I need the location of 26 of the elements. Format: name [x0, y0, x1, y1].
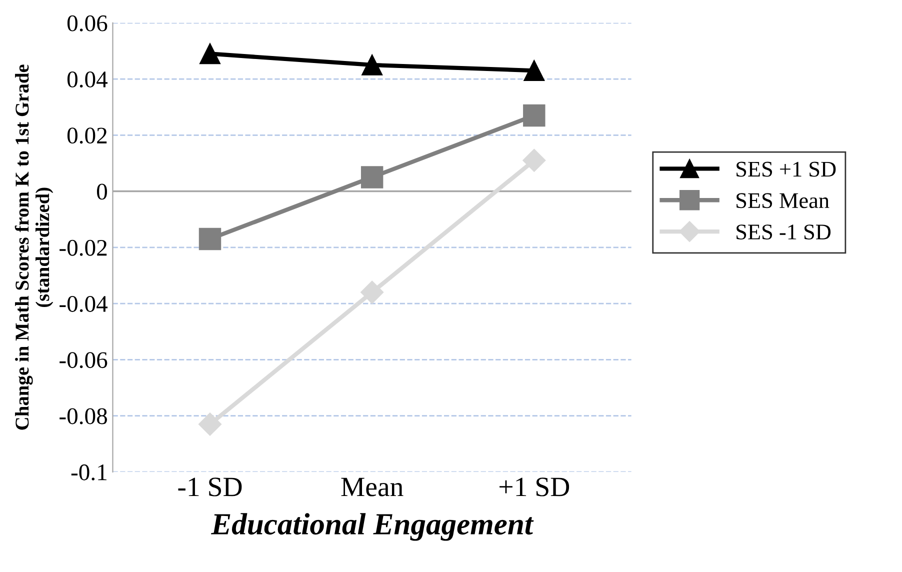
- y-tick-label: -0.08: [60, 408, 107, 424]
- y-tick-label: -0.06: [60, 352, 108, 368]
- point: [200, 43, 220, 64]
- y-tick-label: -0.1: [71, 464, 106, 480]
- point: [198, 228, 222, 250]
- point: [523, 104, 546, 127]
- x-axis-title: Educational Engagement: [210, 513, 534, 541]
- y-tick-label: 0: [96, 184, 107, 200]
- legend-label: SES -1 SD: [736, 224, 831, 240]
- point: [360, 166, 384, 188]
- point: [198, 412, 222, 436]
- x-tick-label: Mean: [341, 478, 404, 496]
- y-tick-label: -0.02: [60, 240, 107, 256]
- x-tick-label: -1 SD: [178, 478, 242, 496]
- x-tick-label: +1 SD: [500, 478, 570, 496]
- point: [522, 148, 546, 172]
- y-tick-label: -0.04: [60, 296, 108, 312]
- y-tick-label: 0.02: [67, 128, 107, 144]
- point: [362, 54, 382, 76]
- legend-label: SES +1 SD: [736, 162, 836, 177]
- legend-label: SES Mean: [736, 193, 830, 208]
- y-tick-label: 0.04: [67, 72, 108, 88]
- point: [360, 280, 384, 304]
- y-axis-title: Change in Math Scores from K to 1st Grade (standardized): [14, 64, 54, 430]
- y-tick-label: 0.06: [67, 15, 108, 32]
- point: [524, 60, 545, 82]
